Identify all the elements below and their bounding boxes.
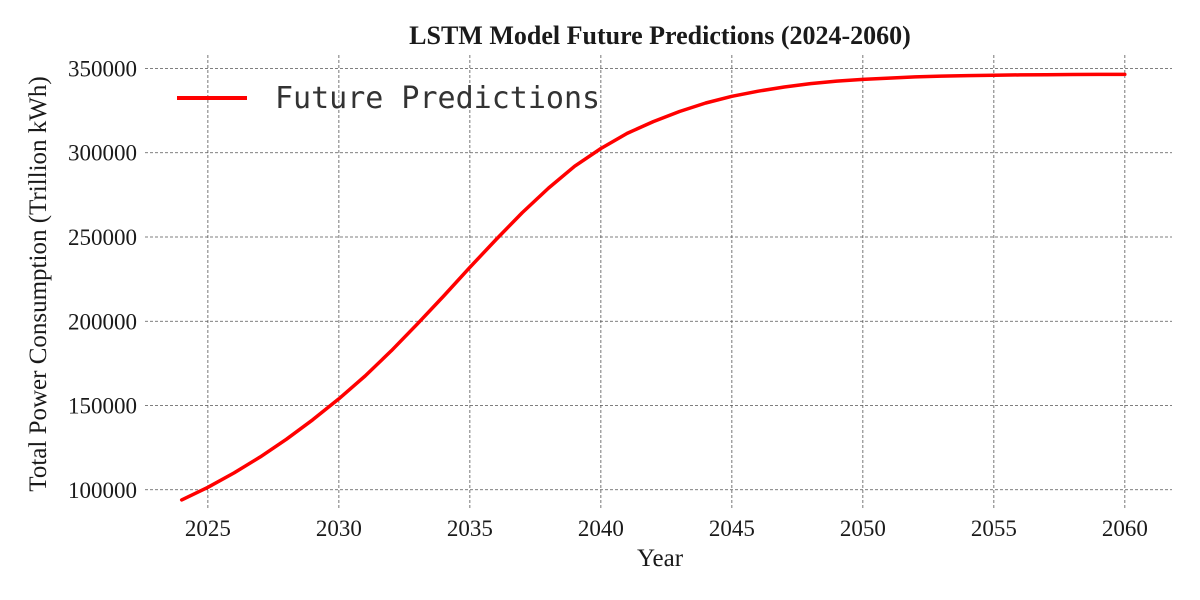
legend-label: Future Predictions — [275, 81, 600, 116]
x-tick-label: 2050 — [840, 516, 886, 541]
y-tick-label: 200000 — [68, 309, 137, 334]
x-tick-label: 2030 — [316, 516, 362, 541]
x-axis-label: Year — [637, 545, 684, 572]
y-tick-label: 300000 — [68, 141, 137, 166]
x-tick-label: 2060 — [1102, 516, 1148, 541]
x-tick-label: 2040 — [578, 516, 624, 541]
x-tick-label: 2045 — [709, 516, 755, 541]
y-tick-label: 250000 — [68, 225, 137, 250]
y-tick-label: 350000 — [68, 56, 137, 81]
y-tick-label: 150000 — [68, 394, 137, 419]
x-tick-label: 2055 — [971, 516, 1017, 541]
x-tick-label: 2025 — [185, 516, 231, 541]
legend: Future Predictions — [177, 81, 600, 116]
series-line — [179, 72, 1127, 502]
tick-labels: 2025 2030 2035 2040 2045 2050 2055 2060 100000 15… — [68, 56, 1148, 541]
y-axis-label: Total Power Consumption (Trillion kWh) — [25, 76, 52, 491]
chart-title: LSTM Model Future Predictions (2024-2060… — [409, 21, 911, 50]
y-tick-label: 100000 — [68, 478, 137, 503]
series-layer — [179, 72, 1127, 502]
x-tick-label: 2035 — [447, 516, 493, 541]
grid — [145, 55, 1172, 510]
